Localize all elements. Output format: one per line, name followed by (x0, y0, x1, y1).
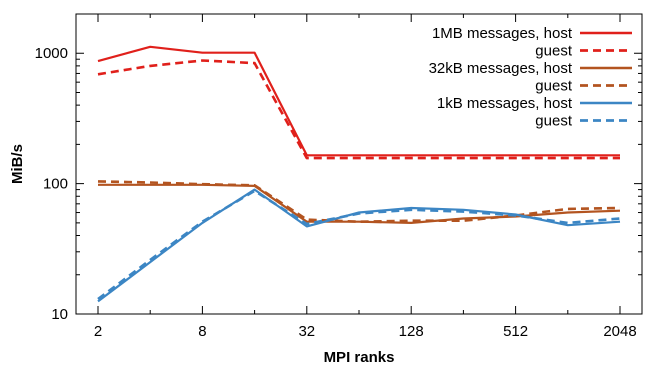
legend-label: guest (535, 113, 573, 130)
series-line-32kB-host (98, 183, 621, 224)
x-tick-label: 2 (94, 323, 102, 340)
series-line-32kB-guest (97, 180, 621, 223)
legend-label: 32kB messages, host (429, 60, 573, 77)
x-axis-title: MPI ranks (324, 349, 395, 366)
series-lines (97, 45, 621, 303)
legend-label: guest (535, 78, 573, 95)
x-tick-label: 2048 (603, 323, 636, 340)
legend-label: guest (535, 43, 573, 60)
series-line-1MB-guest (97, 59, 620, 160)
y-tick-label: 100 (43, 176, 68, 193)
series-line-1kB-guest (97, 189, 621, 301)
x-tick-label: 8 (198, 323, 206, 340)
x-tick-label: 32 (298, 323, 315, 340)
x-tick-label: 512 (503, 323, 528, 340)
y-tick-label: 10 (51, 306, 68, 323)
series-line-1kB-host (97, 188, 621, 303)
legend-label: 1kB messages, host (437, 95, 573, 112)
legend-label: 1MB messages, host (432, 25, 573, 42)
y-tick-label: 1000 (35, 45, 68, 62)
series-line-1MB-host (97, 45, 620, 157)
y-axis-title: MiB/s (9, 144, 26, 184)
x-tick-label: 128 (399, 323, 424, 340)
y-axis-ticks: 10 100 1000 (35, 45, 642, 323)
x-axis-ticks: 2 8 32 128 512 2048 (94, 14, 637, 340)
